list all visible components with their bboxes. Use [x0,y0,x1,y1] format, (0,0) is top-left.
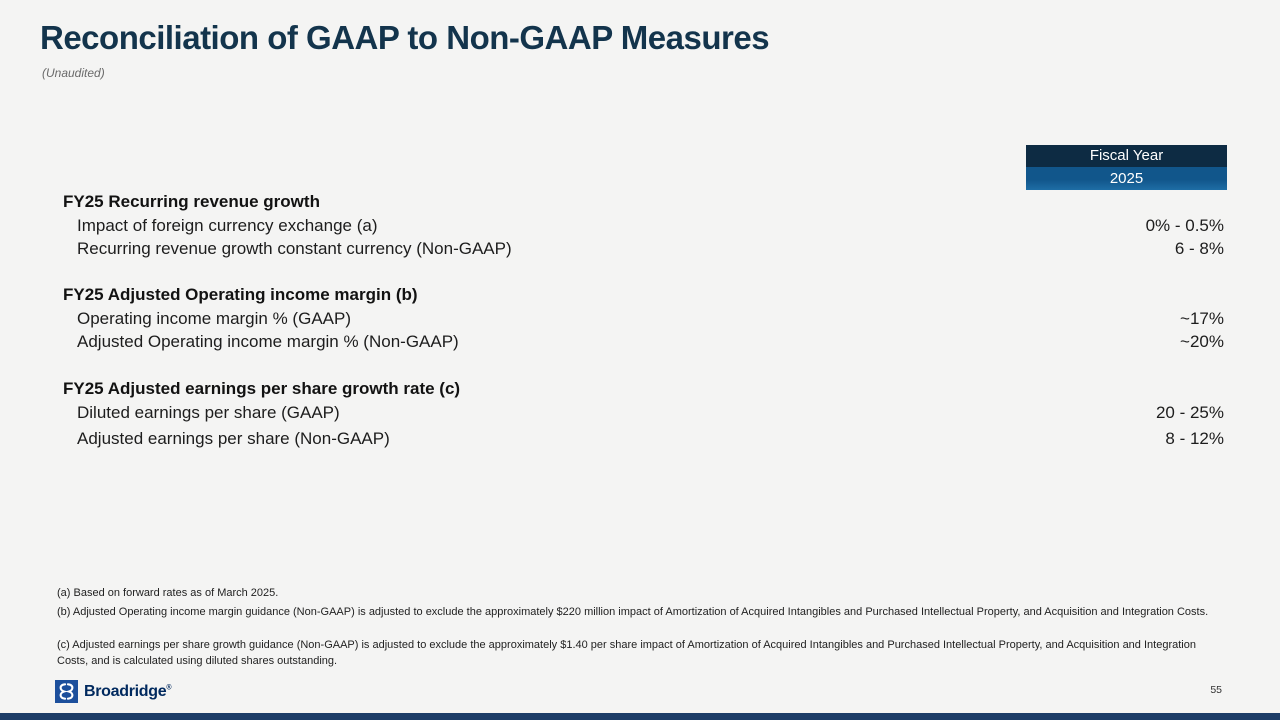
row-label: Recurring revenue growth constant curren… [77,239,512,258]
footnote-a: (a) Based on forward rates as of March 2… [57,587,279,599]
row-value: 8 - 12% [1165,429,1224,448]
group-heading-operating-margin: FY25 Adjusted Operating income margin (b… [63,285,418,304]
broadridge-logo: Broadridge® [55,680,172,703]
fiscal-year-header: Fiscal Year [1026,145,1227,167]
row-value: ~17% [1180,309,1224,328]
row-label: Diluted earnings per share (GAAP) [77,403,340,422]
broadridge-emblem-icon [55,680,78,703]
row-label: Operating income margin % (GAAP) [77,309,351,328]
group-heading-recurring-revenue: FY25 Recurring revenue growth [63,192,320,211]
row-label: Adjusted Operating income margin % (Non-… [77,332,459,351]
footnote-c: (c) Adjusted earnings per share growth g… [57,639,1196,667]
row-value: 20 - 25% [1155,403,1224,422]
row-label: Adjusted earnings per share (Non-GAAP) [77,429,390,448]
fiscal-year-value-header: 2025 [1026,167,1227,190]
group-heading-eps-growth: FY25 Adjusted earnings per share growth … [63,379,461,398]
page-title: Reconciliation of GAAP to Non-GAAP Measu… [40,19,770,56]
row-value: 6 - 8% [1174,239,1224,258]
row-label: Impact of foreign currency exchange (a) [77,216,378,235]
row-value: 0% - 0.5% [1145,216,1224,235]
footer-accent-bar [0,713,1280,720]
footnote-b: (b) Adjusted Operating income margin gui… [57,606,1209,618]
page-number: 55 [1210,684,1222,696]
broadridge-wordmark: Broadridge® [84,682,172,700]
row-value: ~20% [1180,332,1224,351]
table-header: Fiscal Year 2025 [1026,145,1227,190]
registered-mark: ® [166,684,172,692]
unaudited-label: (Unaudited) [42,66,105,80]
